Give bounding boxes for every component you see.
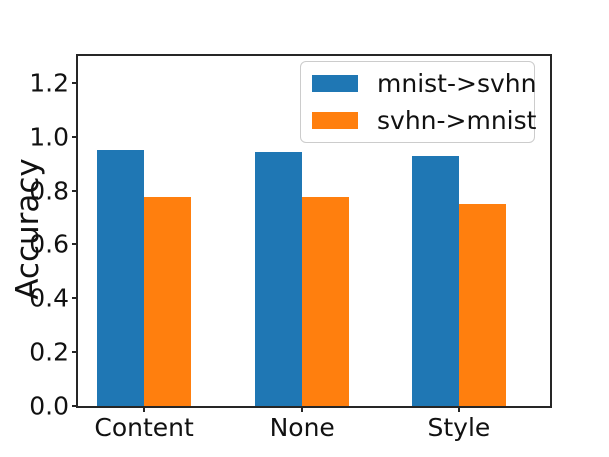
bar-svhn-mnist-none (302, 196, 350, 406)
legend-label: mnist->svhn (377, 69, 537, 98)
x-tick-label: None (269, 413, 335, 442)
y-tick-label: 0.2 (29, 337, 69, 367)
y-tick-mark (72, 297, 78, 300)
legend-label: svhn->mnist (377, 106, 537, 135)
x-tick-mark (301, 406, 304, 412)
y-tick-label: 0.8 (29, 176, 69, 206)
y-tick-label: 0.6 (29, 229, 69, 259)
y-tick-mark (72, 351, 78, 354)
y-tick-mark (72, 243, 78, 246)
y-tick-label: 1.2 (29, 68, 69, 98)
x-tick-label: Style (427, 413, 491, 442)
y-tick-label: 0.0 (29, 391, 69, 421)
x-tick-mark (143, 406, 146, 412)
bar-svhn-mnist-style (458, 204, 506, 406)
legend-item: mnist->svhn (311, 71, 536, 96)
bar-mnist-svhn-style (411, 155, 459, 406)
bar-svhn-mnist-content (144, 197, 192, 406)
plot-area: 0.0 0.2 0.4 0.6 0.8 1.0 1.2 Content None Style mn… (29, 54, 552, 441)
bar-mnist-svhn-content (97, 150, 145, 406)
legend-swatch (312, 112, 358, 129)
bar-mnist-svhn-none (255, 151, 303, 406)
x-tick-mark (457, 406, 460, 412)
x-tick-label: Content (94, 413, 194, 442)
y-tick-mark (72, 189, 78, 192)
legend: mnist->svhn svhn->mnist (300, 61, 536, 143)
y-tick-mark (72, 81, 78, 84)
legend-item: svhn->mnist (311, 108, 536, 133)
y-tick-mark (72, 135, 78, 138)
y-tick-label: 0.4 (29, 283, 69, 313)
y-tick-label: 1.0 (29, 122, 69, 152)
legend-swatch (312, 75, 358, 92)
y-tick-mark (72, 405, 78, 407)
